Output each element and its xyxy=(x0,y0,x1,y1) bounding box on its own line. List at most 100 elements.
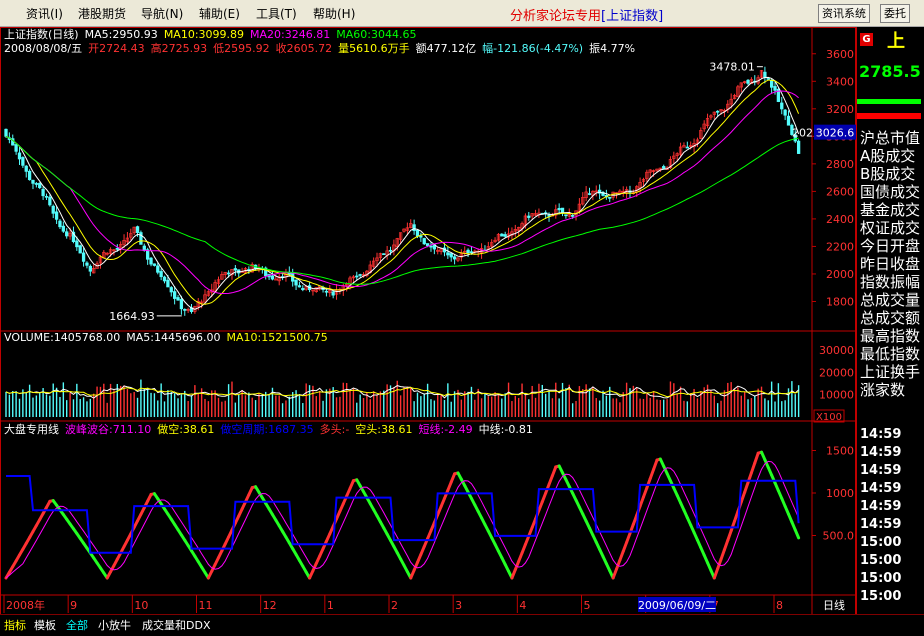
menu-help[interactable]: 帮助(H) xyxy=(313,7,356,21)
oscillator-segment xyxy=(793,528,801,540)
volume-pane[interactable] xyxy=(5,379,800,417)
candle-body xyxy=(44,195,49,198)
candle-body xyxy=(38,182,42,189)
oscillator-segment xyxy=(652,458,659,471)
change-label: 幅-121.86(-4.47%) xyxy=(482,42,583,55)
info-system-button[interactable]: 资讯系统 xyxy=(818,4,870,23)
ratio-bar-red xyxy=(857,113,921,119)
app-title-main: 分析家论坛专用 xyxy=(510,9,602,24)
candle-body xyxy=(132,226,136,234)
tab-all[interactable]: 全部 xyxy=(66,619,88,632)
candle-body xyxy=(716,110,720,113)
candle-body xyxy=(689,145,693,147)
candle-body xyxy=(21,157,25,166)
cursor-date: 2009/06/09/二 xyxy=(638,599,716,612)
candle-body xyxy=(469,251,474,254)
candle-body xyxy=(759,70,764,78)
app-title-index: [上证指数] xyxy=(601,9,664,24)
menu-info[interactable]: 资讯(I) xyxy=(26,7,63,21)
low-price-label: 低2595.92 xyxy=(213,42,270,55)
candle-body xyxy=(351,276,356,279)
candle-body xyxy=(729,98,733,105)
candle-body xyxy=(402,228,406,232)
candle-body xyxy=(14,144,18,152)
candle-body xyxy=(75,240,79,248)
ma5-line xyxy=(5,76,800,310)
vol-ma5-line xyxy=(5,385,799,399)
candle-body xyxy=(527,215,531,218)
menu-tools[interactable]: 工具(T) xyxy=(256,7,297,21)
open-label: 开2724.43 xyxy=(88,42,145,55)
candle-body xyxy=(179,299,184,310)
candle-body xyxy=(277,276,281,282)
oscillator-segment xyxy=(648,467,656,481)
menu-assist[interactable]: 辅助(E) xyxy=(199,7,240,21)
candle-body xyxy=(405,227,410,231)
candle-body xyxy=(773,86,777,91)
candle-body xyxy=(68,232,72,237)
candle-body xyxy=(638,181,642,189)
candle-body xyxy=(412,224,416,232)
menu-navigate[interactable]: 导航(N) xyxy=(141,7,184,21)
candle-body xyxy=(129,233,133,238)
tick-time: 15:00 xyxy=(860,589,902,604)
candle-body xyxy=(439,248,443,252)
stock-abbrev: 上 xyxy=(887,31,905,52)
period-label: 日线 xyxy=(823,598,845,612)
menu-hk-futures[interactable]: 港股期货 xyxy=(78,7,127,21)
candle-body xyxy=(719,109,723,112)
price-tag-overlap: 202 xyxy=(792,127,813,140)
mid-line-label: 中线:-0.81 xyxy=(479,422,533,436)
cycle-step-line xyxy=(6,475,800,554)
candle-body xyxy=(702,123,706,130)
candle-body xyxy=(371,260,376,267)
candle-body xyxy=(746,79,750,84)
oscillator-signal-line xyxy=(5,460,800,579)
oscillator-segment xyxy=(719,548,726,561)
tab-template[interactable]: 模板 xyxy=(34,619,56,632)
indicator-pane[interactable] xyxy=(4,450,801,580)
candle-body xyxy=(108,249,113,254)
oscillator-segment xyxy=(716,557,723,571)
candle-body xyxy=(324,290,329,293)
price-pane[interactable]: 3478.01 1664.93 xyxy=(4,61,801,323)
candle-body xyxy=(395,238,399,248)
candle-body xyxy=(496,234,501,241)
candle-body xyxy=(601,192,605,196)
candle-body xyxy=(594,190,598,193)
oscillator-segment xyxy=(712,567,720,580)
candle-body xyxy=(621,190,625,193)
oscillator-segment xyxy=(547,474,554,486)
quote-row-label: 总成交量 xyxy=(860,291,921,309)
delegate-button[interactable]: 委托 xyxy=(880,4,910,23)
candle-body xyxy=(705,118,710,127)
quote-row-label: 昨日收盘 xyxy=(860,255,921,273)
candle-body xyxy=(567,214,571,217)
candle-body xyxy=(206,291,211,296)
tick-time: 14:59 xyxy=(860,463,902,478)
candle-body xyxy=(183,309,187,311)
price-tick-label: 3400 xyxy=(826,75,854,88)
candle-body xyxy=(456,257,460,261)
tab-indicator[interactable]: 指标 xyxy=(4,619,26,632)
x-tick-label: 5 xyxy=(584,599,591,612)
candle-body xyxy=(78,245,82,254)
candle-body xyxy=(41,188,45,197)
volume-tick-label: 10000 xyxy=(819,389,854,402)
x-tick-label: 1 xyxy=(327,599,334,612)
candle-body xyxy=(92,268,96,274)
turnover-label: 额477.12亿 xyxy=(416,42,477,55)
oscillator-segment xyxy=(537,500,544,512)
price-tick-label: 1800 xyxy=(826,295,854,308)
x-tick-label: 8 xyxy=(776,599,783,612)
candle-body xyxy=(763,71,767,78)
candle-body xyxy=(466,249,470,254)
tab-volume-ddx[interactable]: 成交量和DDX xyxy=(142,619,211,632)
candle-body xyxy=(790,124,794,135)
price-tick-label: 3200 xyxy=(826,103,854,116)
tab-xiaofangniu[interactable]: 小放牛 xyxy=(98,619,131,632)
candle-body xyxy=(152,263,157,266)
pane-headers: 上证指数(日线) MA5:2950.93 MA10:3099.89 MA20:3246… xyxy=(4,27,635,436)
amplitude-label: 振4.77% xyxy=(589,41,635,55)
